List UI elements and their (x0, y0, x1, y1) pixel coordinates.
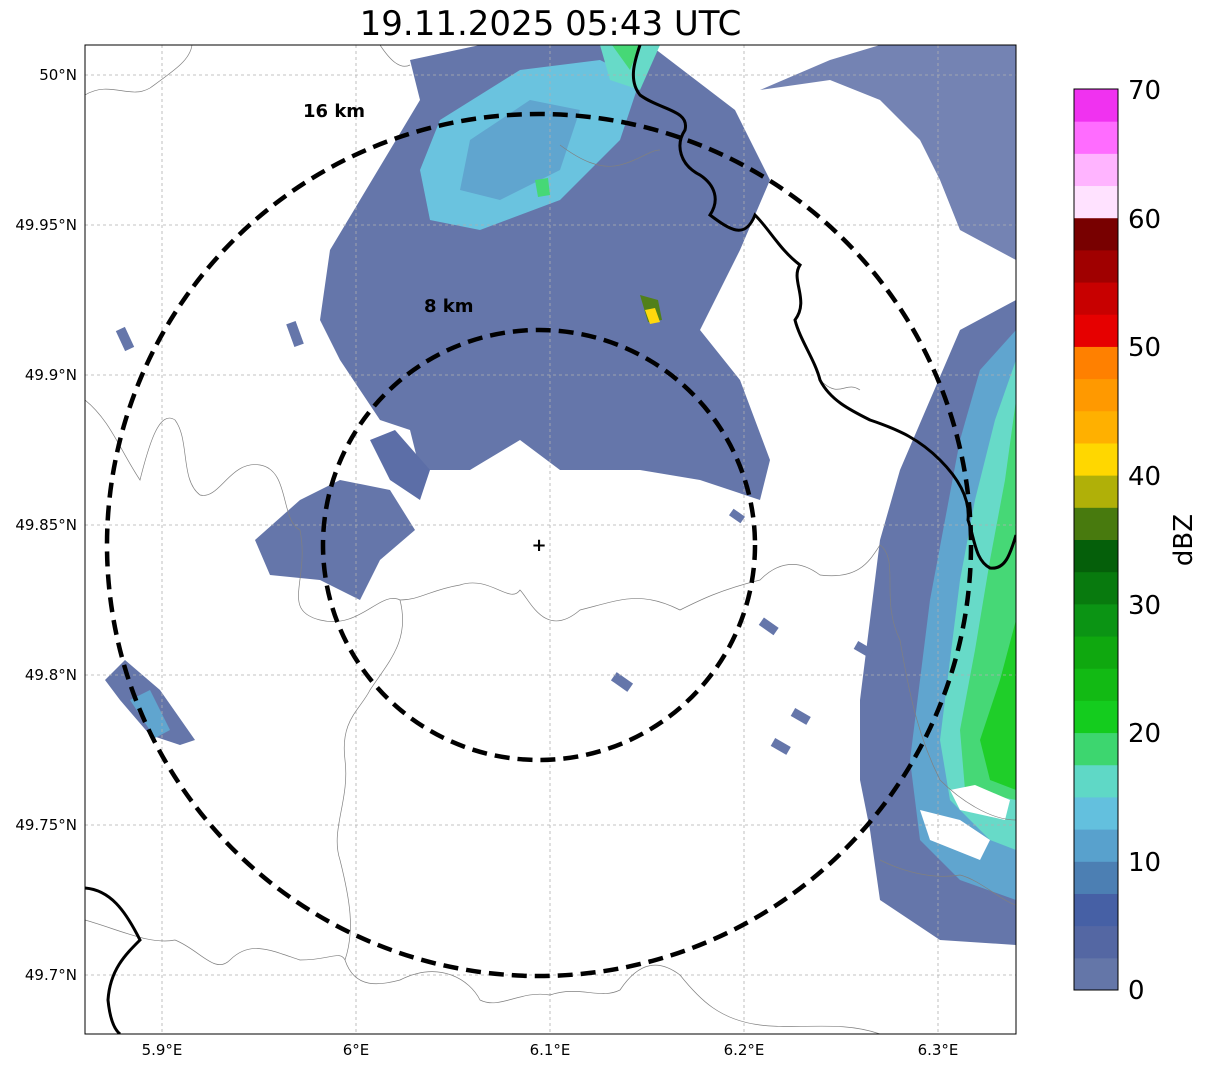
lat-tick: 49.8°N (25, 666, 77, 684)
colorbar-swatch (1074, 442, 1118, 476)
colorbar-tick: 30 (1128, 591, 1161, 621)
lon-tick: 6.2°E (724, 1041, 765, 1059)
colorbar-swatch (1074, 603, 1118, 637)
colorbar-swatch (1074, 121, 1118, 154)
colorbar-swatch (1074, 732, 1118, 766)
colorbar-label: dBZ (1169, 514, 1199, 566)
colorbar-tick: 40 (1128, 462, 1161, 492)
colorbar-swatch (1074, 668, 1118, 701)
colorbar-tick: 20 (1128, 719, 1161, 749)
colorbar-swatch (1074, 507, 1118, 540)
colorbar-frame (1073, 88, 1119, 991)
lat-tick: 49.95°N (15, 216, 77, 234)
colorbar-tick: 0 (1128, 976, 1145, 1006)
colorbar-swatch (1074, 861, 1118, 894)
colorbar-tick: 50 (1128, 333, 1161, 363)
colorbar-swatch (1074, 346, 1118, 380)
colorbar-swatch (1074, 571, 1118, 605)
colorbar-swatch (1074, 249, 1118, 283)
colorbar-swatch (1074, 410, 1118, 444)
map-frame (84, 44, 1017, 1035)
range-rings (104, 111, 974, 979)
colorbar-swatch (1074, 829, 1118, 862)
colorbar-swatch (1074, 475, 1118, 508)
colorbar-swatch (1074, 314, 1118, 347)
colorbar-swatch (1074, 636, 1118, 669)
colorbar-swatch (1074, 764, 1118, 798)
colorbar-swatch (1074, 796, 1118, 830)
colorbar-tick: 70 (1128, 76, 1161, 106)
range-ring-label-8km: 8 km (424, 296, 474, 317)
lon-tick: 6°E (343, 1041, 370, 1059)
lat-tick: 49.75°N (15, 816, 77, 834)
colorbar-swatch (1074, 700, 1118, 734)
colorbar-swatch (1074, 185, 1118, 219)
lat-tick-labels: 50°N 49.95°N 49.9°N 49.85°N 49.8°N 49.75… (15, 66, 77, 984)
lat-tick: 50°N (39, 66, 77, 84)
lon-tick: 5.9°E (142, 1041, 183, 1059)
lon-tick: 6.3°E (918, 1041, 959, 1059)
colorbar-tick: 60 (1128, 205, 1161, 235)
colorbar-swatch (1074, 925, 1118, 959)
range-ring-16km (104, 111, 974, 979)
colorbar-swatch (1074, 153, 1118, 187)
lat-tick: 49.7°N (25, 966, 77, 984)
radar-site-marker: + (531, 535, 546, 556)
colorbar-swatch (1074, 893, 1118, 927)
colorbar-tick: 10 (1128, 848, 1161, 878)
colorbar-swatch (1074, 539, 1118, 573)
colorbar (1074, 89, 1118, 991)
colorbar-tick-labels: 70 60 50 40 30 20 10 0 (1128, 76, 1161, 1006)
gridlines (85, 45, 1016, 1034)
colorbar-swatch (1074, 378, 1118, 412)
lon-tick: 6.1°E (530, 1041, 571, 1059)
lat-tick: 49.9°N (25, 366, 77, 384)
colorbar-swatch (1074, 282, 1118, 315)
map-title: 19.11.2025 05:43 UTC (359, 4, 742, 44)
lat-tick: 49.85°N (15, 516, 77, 534)
lon-tick-labels: 5.9°E 6°E 6.1°E 6.2°E 6.3°E (142, 1041, 959, 1059)
colorbar-swatch (1074, 217, 1118, 251)
colorbar-swatch (1074, 957, 1118, 991)
range-ring-label-16km: 16 km (303, 101, 365, 122)
colorbar-swatch (1074, 89, 1118, 122)
range-ring-8km (320, 327, 758, 763)
